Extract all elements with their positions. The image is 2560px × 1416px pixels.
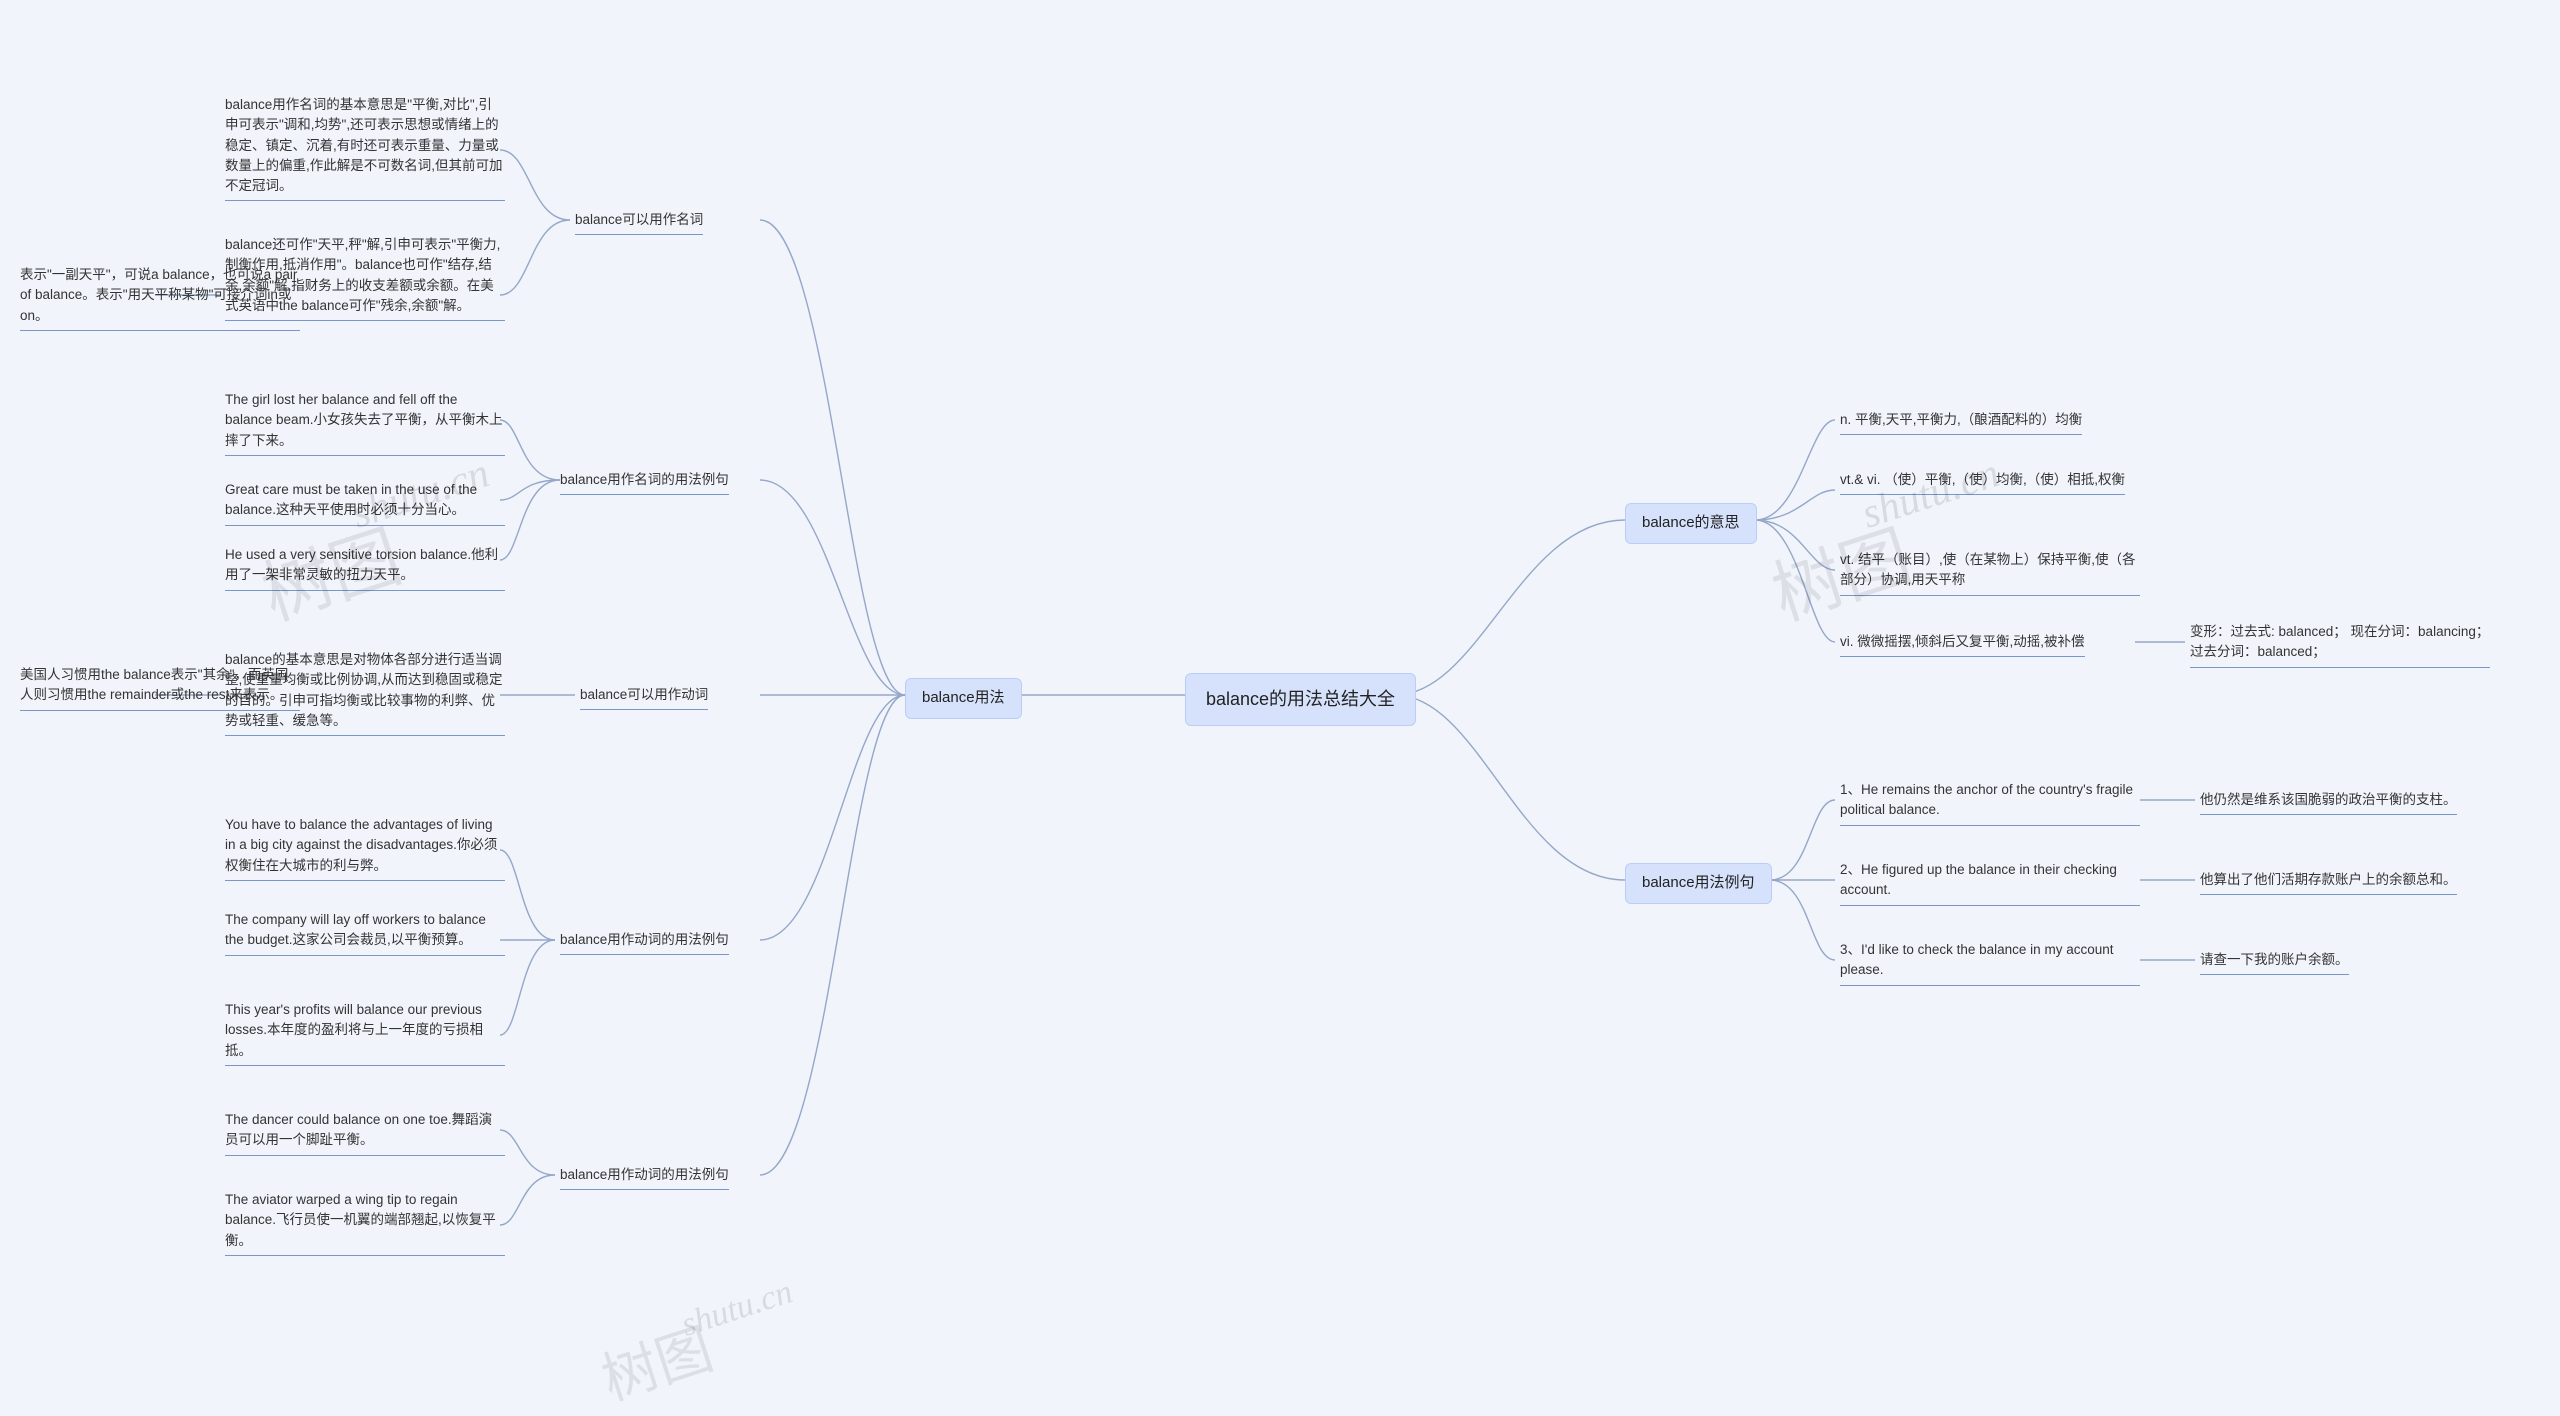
right-branch-examples[interactable]: balance用法例句 <box>1625 863 1772 904</box>
leaf-text: The aviator warped a wing tip to regain … <box>225 1190 505 1256</box>
leaf-text: vt. 结平（账目）,使（在某物上）保持平衡,使（各部分）协调,用天平称 <box>1840 550 2140 596</box>
l2-label: balance用作动词的用法例句 <box>560 1165 729 1190</box>
leaf-text: n. 平衡,天平,平衡力,（酿酒配料的）均衡 <box>1840 410 2082 435</box>
l2-node[interactable]: balance可以用作名词 <box>575 210 703 235</box>
right-branch-label: balance的意思 <box>1642 514 1740 531</box>
watermark-en: shutu.cn <box>677 1273 797 1344</box>
right-branch-label: balance用法例句 <box>1642 874 1755 891</box>
l2-node[interactable]: balance可以用作动词 <box>580 685 708 710</box>
leaf-node: 他算出了他们活期存款账户上的余额总和。 <box>2200 870 2520 895</box>
leaf-node: 表示"一副天平"，可说a balance，也可说a pair of balanc… <box>20 265 300 331</box>
leaf-node: You have to balance the advantages of li… <box>225 815 505 881</box>
leaf-node: vt. 结平（账目）,使（在某物上）保持平衡,使（各部分）协调,用天平称 <box>1840 550 2140 596</box>
root-node[interactable]: balance的用法总结大全 <box>1185 673 1416 726</box>
l2-label: balance用作名词的用法例句 <box>560 470 729 495</box>
right-branch-meaning[interactable]: balance的意思 <box>1625 503 1757 544</box>
leaf-node: 请查一下我的账户余额。 <box>2200 950 2520 975</box>
l2-node[interactable]: balance用作动词的用法例句 <box>560 1165 729 1190</box>
leaf-node: balance用作名词的基本意思是"平衡,对比",引申可表示"调和,均势",还可… <box>225 95 505 201</box>
leaf-text: Great care must be taken in the use of t… <box>225 480 505 526</box>
leaf-text: 他算出了他们活期存款账户上的余额总和。 <box>2200 870 2457 895</box>
leaf-text: 美国人习惯用the balance表示"其余"，而英国人则习惯用the rema… <box>20 665 300 711</box>
leaf-text: 变形：过去式: balanced； 现在分词：balancing； 过去分词：b… <box>2190 622 2490 668</box>
l2-label: balance可以用作名词 <box>575 210 703 235</box>
leaf-node: 美国人习惯用the balance表示"其余"，而英国人则习惯用the rema… <box>20 665 300 711</box>
left-branch-label: balance用法 <box>922 689 1005 706</box>
leaf-text: The girl lost her balance and fell off t… <box>225 390 505 456</box>
leaf-text: The company will lay off workers to bala… <box>225 910 505 956</box>
leaf-text: The dancer could balance on one toe.舞蹈演员… <box>225 1110 505 1156</box>
leaf-text: vi. 微微摇摆,倾斜后又复平衡,动摇,被补偿 <box>1840 632 2085 657</box>
leaf-node: vt.& vi. （使）平衡,（使）均衡,（使）相抵,权衡 <box>1840 470 2140 495</box>
l2-label: balance用作动词的用法例句 <box>560 930 729 955</box>
leaf-node: 2、He figured up the balance in their che… <box>1840 860 2140 906</box>
l2-label: balance可以用作动词 <box>580 685 708 710</box>
leaf-node: Great care must be taken in the use of t… <box>225 480 505 526</box>
leaf-text: 1、He remains the anchor of the country's… <box>1840 780 2140 826</box>
leaf-text: 表示"一副天平"，可说a balance，也可说a pair of balanc… <box>20 265 300 331</box>
watermark-cn: 树图 <box>590 1305 722 1416</box>
left-branch[interactable]: balance用法 <box>905 678 1022 719</box>
leaf-text: balance用作名词的基本意思是"平衡,对比",引申可表示"调和,均势",还可… <box>225 95 505 201</box>
leaf-node: The girl lost her balance and fell off t… <box>225 390 505 456</box>
leaf-node: This year's profits will balance our pre… <box>225 1000 505 1066</box>
leaf-text: 他仍然是维系该国脆弱的政治平衡的支柱。 <box>2200 790 2457 815</box>
l2-node[interactable]: balance用作名词的用法例句 <box>560 470 729 495</box>
leaf-node: 他仍然是维系该国脆弱的政治平衡的支柱。 <box>2200 790 2520 815</box>
leaf-node: The dancer could balance on one toe.舞蹈演员… <box>225 1110 505 1156</box>
leaf-node: The aviator warped a wing tip to regain … <box>225 1190 505 1256</box>
leaf-text: vt.& vi. （使）平衡,（使）均衡,（使）相抵,权衡 <box>1840 470 2125 495</box>
leaf-text: 3、I'd like to check the balance in my ac… <box>1840 940 2140 986</box>
leaf-text: You have to balance the advantages of li… <box>225 815 505 881</box>
leaf-node: He used a very sensitive torsion balance… <box>225 545 505 591</box>
root-label: balance的用法总结大全 <box>1206 689 1395 709</box>
leaf-node: 变形：过去式: balanced； 现在分词：balancing； 过去分词：b… <box>2190 622 2490 668</box>
leaf-node: 1、He remains the anchor of the country's… <box>1840 780 2140 826</box>
leaf-text: 2、He figured up the balance in their che… <box>1840 860 2140 906</box>
leaf-node: vi. 微微摇摆,倾斜后又复平衡,动摇,被补偿 <box>1840 632 2140 657</box>
leaf-text: He used a very sensitive torsion balance… <box>225 545 505 591</box>
leaf-node: The company will lay off workers to bala… <box>225 910 505 956</box>
leaf-node: 3、I'd like to check the balance in my ac… <box>1840 940 2140 986</box>
leaf-text: This year's profits will balance our pre… <box>225 1000 505 1066</box>
leaf-node: n. 平衡,天平,平衡力,（酿酒配料的）均衡 <box>1840 410 2140 435</box>
leaf-text: 请查一下我的账户余额。 <box>2200 950 2349 975</box>
l2-node[interactable]: balance用作动词的用法例句 <box>560 930 729 955</box>
